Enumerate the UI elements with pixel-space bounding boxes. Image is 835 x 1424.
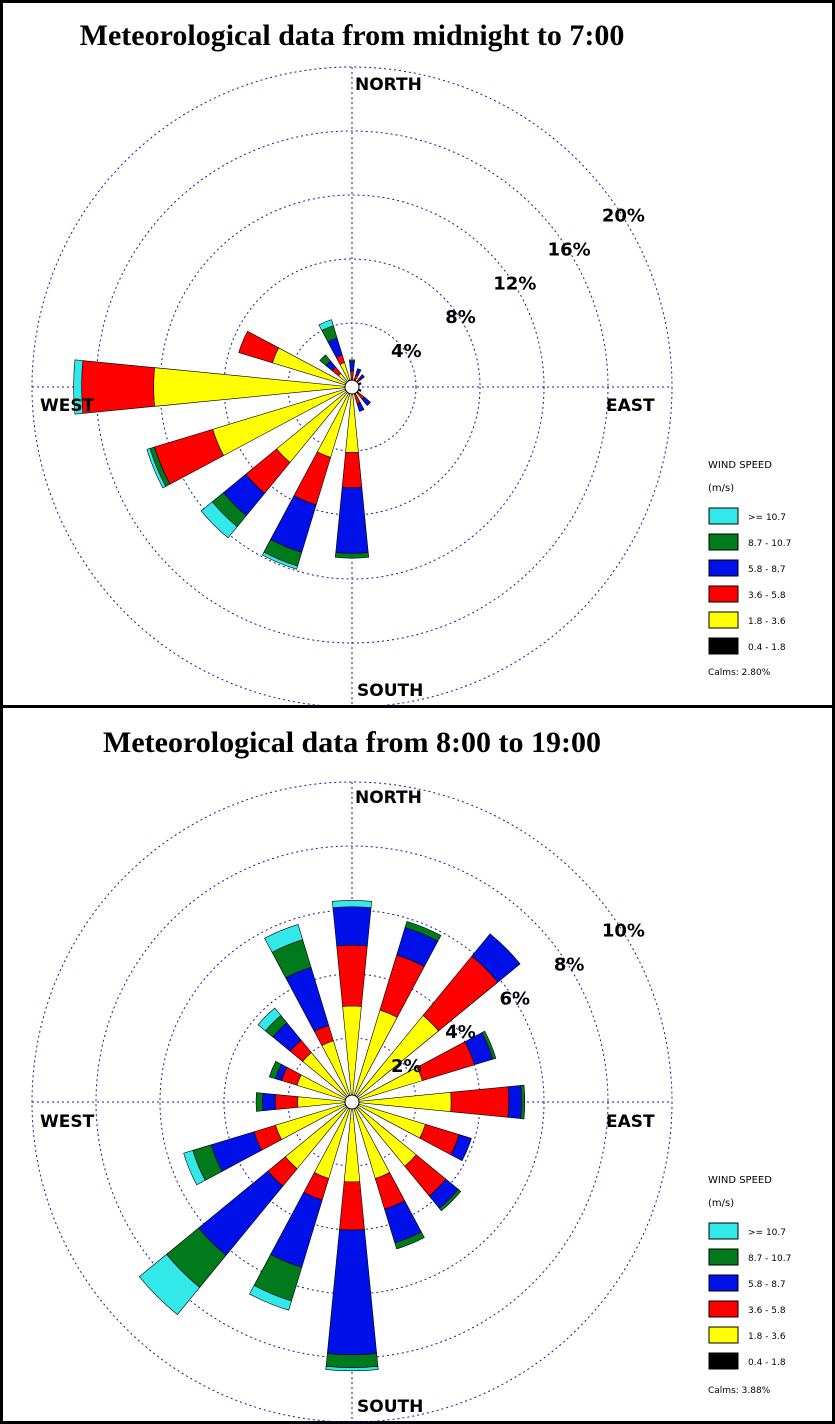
direction-label-east: EAST: [606, 396, 655, 416]
ring-label-4: 16%: [548, 239, 591, 260]
ring-label-1: 2%: [391, 1056, 422, 1077]
legend-label-8-7-10-7: 8.7 - 10.7: [748, 1254, 791, 1264]
petal-w-3-6-5-8: [275, 1095, 298, 1110]
petal-w-5-8-8-7: [262, 1093, 275, 1110]
petal-w-8-7-10-7: [256, 1093, 263, 1112]
petal-s-3-6-5-8: [342, 452, 362, 488]
panel-8-to-19: Meteorological data from 8:00 to 19:00 2…: [2, 707, 834, 1423]
center-calm-circle: [345, 1095, 359, 1109]
ring-label-5: 10%: [602, 920, 645, 941]
legend-label-0-4-1-8: 0.4 - 1.8: [748, 1358, 786, 1368]
legend-swatch-10-7: [709, 1223, 738, 1239]
petal-s-3-6-5-8: [340, 1182, 365, 1230]
legend-label-5-8-8-7: 5.8 - 8.7: [748, 565, 786, 575]
petal-s-8-7-10-7: [335, 553, 368, 559]
petal-e-8-7-10-7: [521, 1085, 525, 1119]
legend-title-line-1: WIND SPEED: [708, 460, 772, 471]
petal-n-3-6-5-8: [350, 371, 353, 379]
legend-title-line-1: WIND SPEED: [708, 1175, 772, 1186]
legend-label-5-8-8-7: 5.8 - 8.7: [748, 1280, 786, 1290]
legend-label-0-4-1-8: 0.4 - 1.8: [748, 643, 786, 653]
legend-calms: Calms: 2.80%: [708, 668, 771, 678]
legend-label-10-7: >= 10.7: [748, 1228, 786, 1238]
direction-label-west: WEST: [40, 1112, 95, 1132]
petal-n-8-7-10-7: [349, 360, 354, 362]
center-calm-circle: [345, 380, 359, 394]
direction-label-north: NORTH: [355, 788, 422, 808]
legend-swatch-1-8-3-6: [709, 1327, 738, 1343]
legend-label-3-6-5-8: 3.6 - 5.8: [748, 1306, 786, 1316]
legend-swatch-8-7-10-7: [709, 1249, 738, 1265]
direction-label-south: SOUTH: [357, 681, 423, 701]
legend-swatch-5-8-8-7: [709, 1275, 738, 1291]
legend-title-line-2: (m/s): [708, 1198, 734, 1209]
legend-swatch-3-6-5-8: [709, 586, 738, 602]
direction-label-south: SOUTH: [357, 1397, 423, 1417]
legend-swatch-0-4-1-8: [709, 1353, 738, 1369]
petal-e-3-6-5-8: [451, 1087, 509, 1118]
legend-swatch-3-6-5-8: [709, 1301, 738, 1317]
petal-n-5-8-8-7: [350, 361, 355, 371]
ring-label-5: 20%: [602, 205, 645, 226]
legend-label-8-7-10-7: 8.7 - 10.7: [748, 539, 791, 549]
ring-label-2: 8%: [445, 307, 476, 328]
ring-label-3: 12%: [493, 273, 536, 294]
legend-label-3-6-5-8: 3.6 - 5.8: [748, 591, 786, 601]
legend-label-1-8-3-6: 1.8 - 3.6: [748, 617, 786, 627]
legend-swatch-5-8-8-7: [709, 560, 738, 576]
panel-midnight-to-7: Meteorological data from midnight to 7:0…: [2, 2, 834, 708]
petal-ene-5-8-8-7: [359, 382, 361, 384]
petal-n-10-7: [332, 900, 371, 907]
petal-n-5-8-8-7: [333, 907, 371, 946]
legend-calms: Calms: 3.88%: [708, 1386, 771, 1396]
chart-title: Meteorological data from midnight to 7:0…: [80, 19, 625, 52]
legend-label-10-7: >= 10.7: [748, 513, 786, 523]
direction-label-west: WEST: [40, 396, 95, 416]
ring-label-4: 8%: [554, 954, 585, 975]
legend-swatch-0-4-1-8: [709, 638, 738, 654]
direction-label-north: NORTH: [355, 75, 422, 95]
ring-label-2: 4%: [445, 1022, 476, 1043]
petal-s-8-7-10-7: [326, 1354, 378, 1368]
legend-label-1-8-3-6: 1.8 - 3.6: [748, 1332, 786, 1342]
petal-e-5-8-8-7: [508, 1085, 522, 1118]
legend-swatch-10-7: [709, 508, 738, 524]
legend-swatch-1-8-3-6: [709, 612, 738, 628]
ring-label-1: 4%: [391, 341, 422, 362]
ring-label-3: 6%: [500, 988, 531, 1009]
legend-title-line-2: (m/s): [708, 483, 734, 494]
chart-title: Meteorological data from 8:00 to 19:00: [103, 726, 601, 759]
legend-swatch-8-7-10-7: [709, 534, 738, 550]
direction-label-east: EAST: [606, 1112, 655, 1132]
